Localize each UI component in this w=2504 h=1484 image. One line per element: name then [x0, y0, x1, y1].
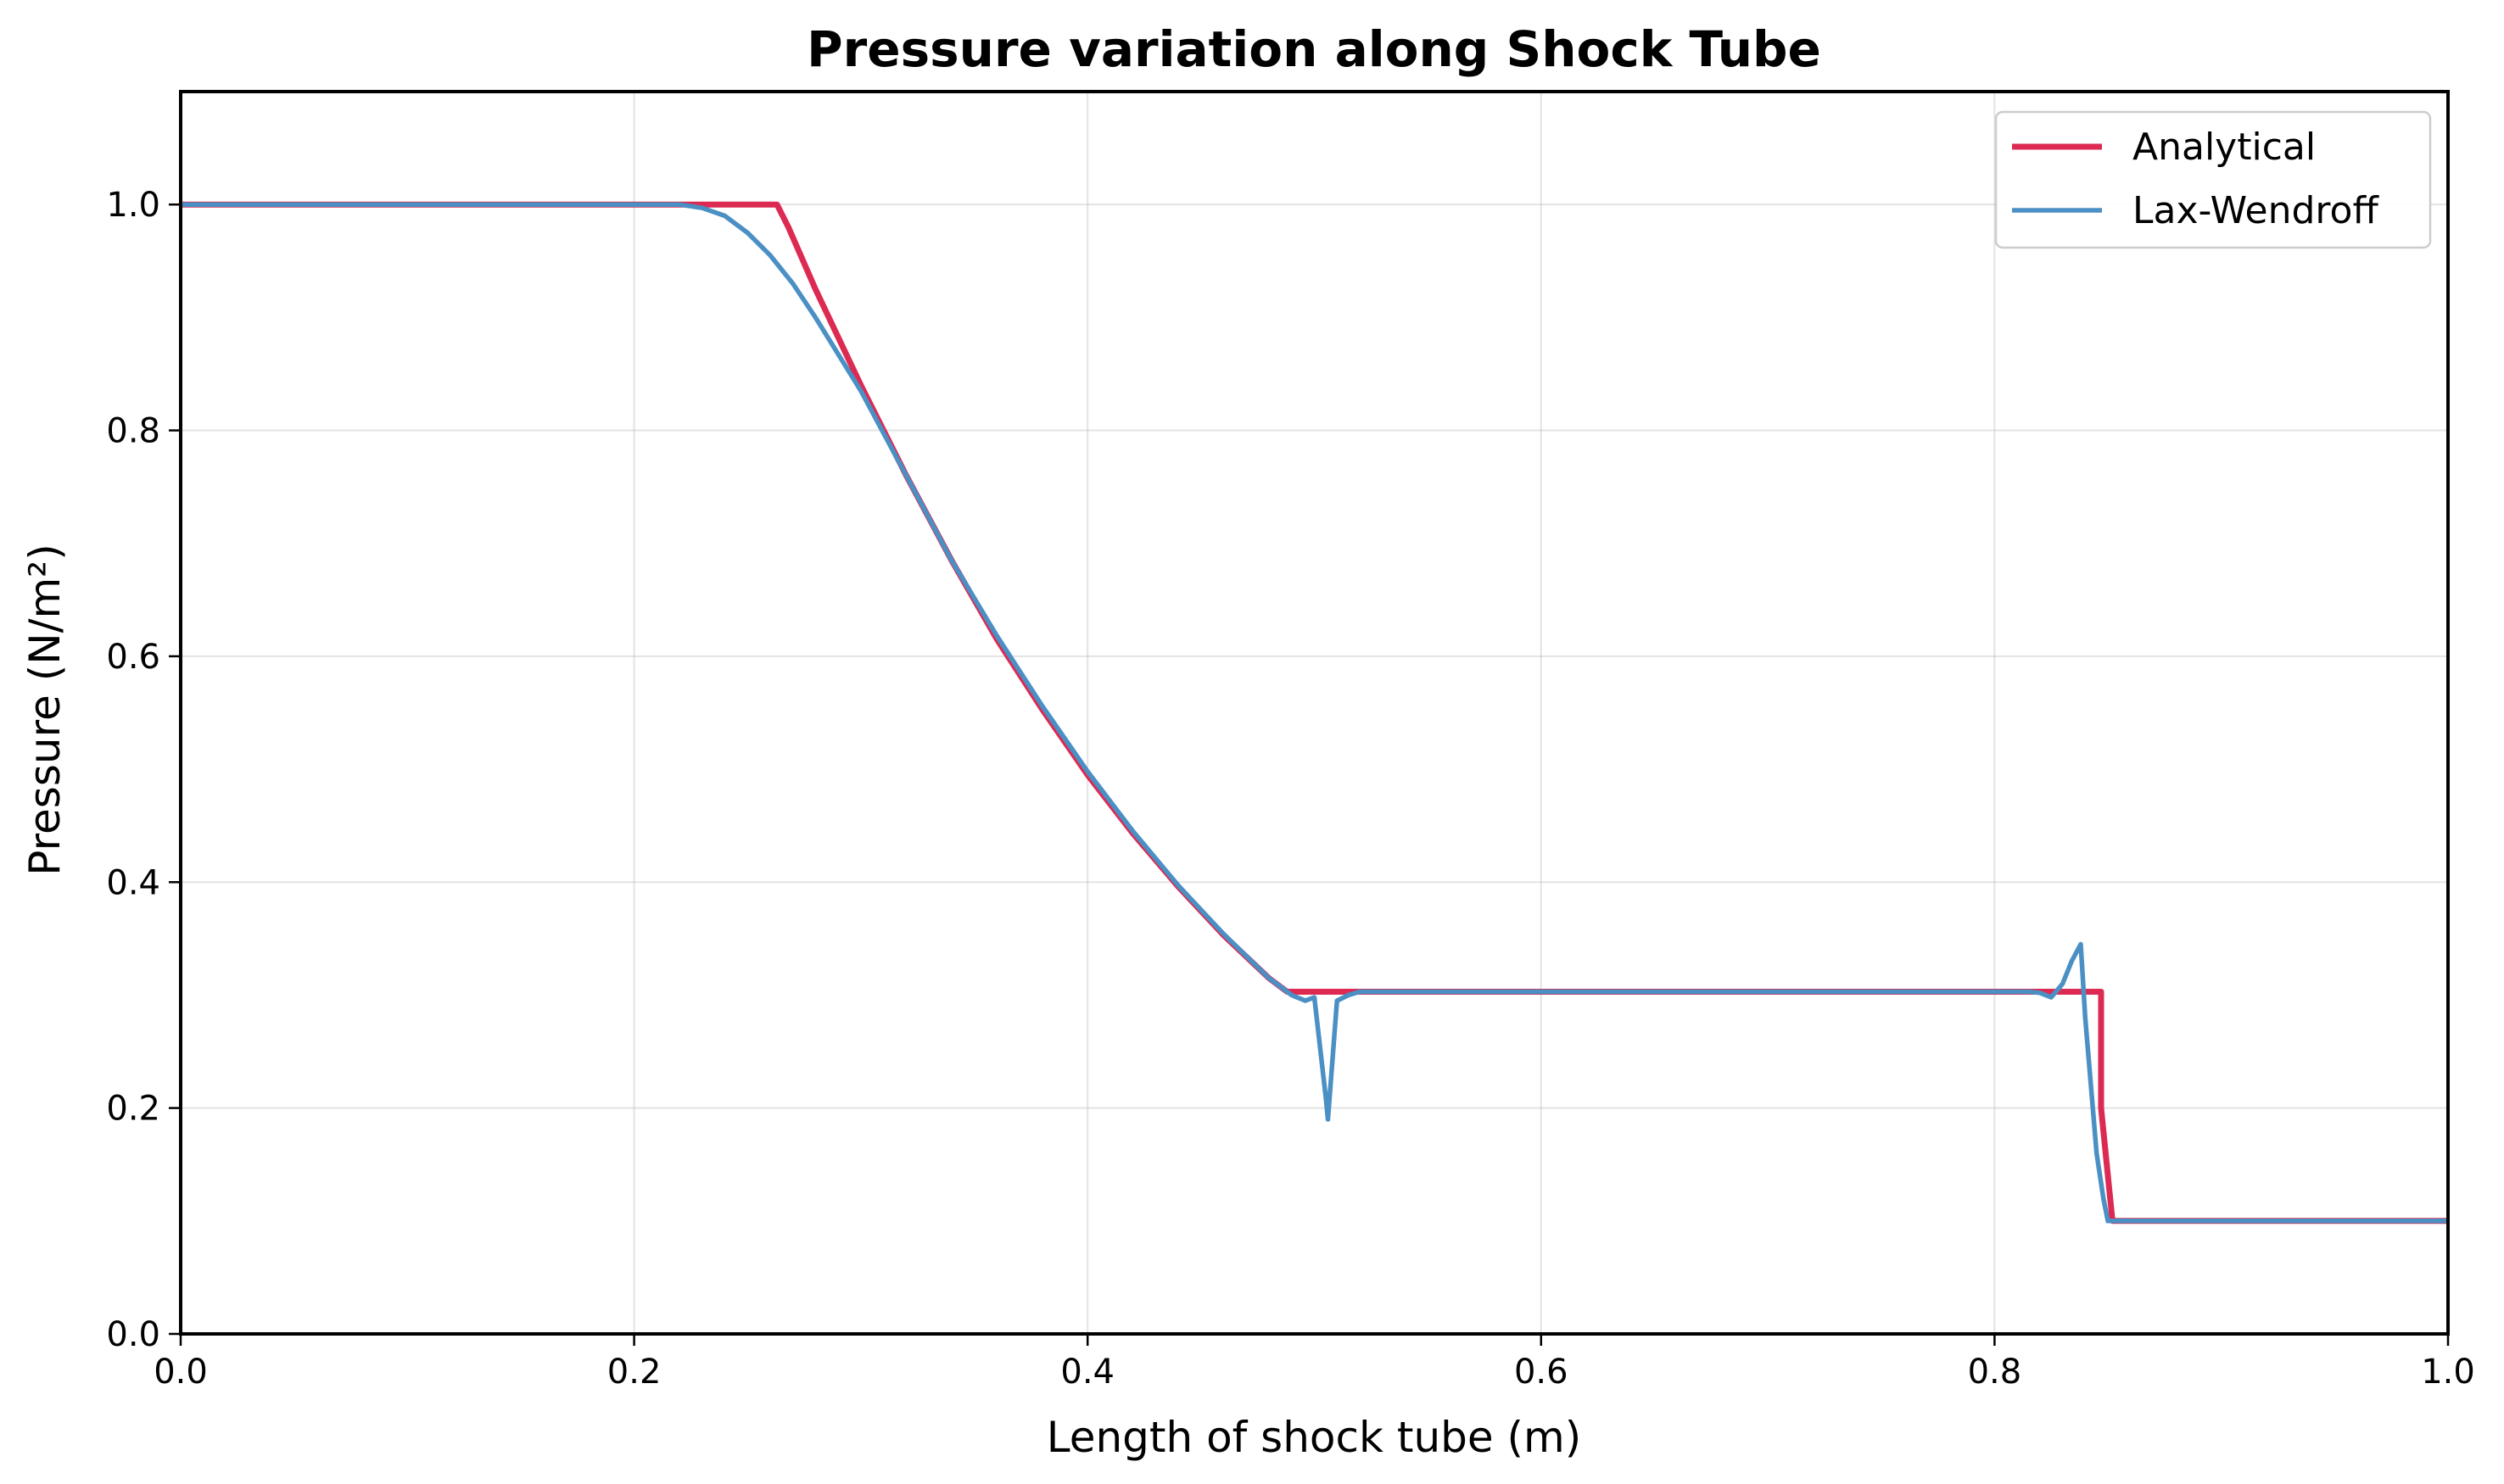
- x-tick-label: 0.6: [1514, 1353, 1568, 1392]
- y-tick-label: 0.6: [106, 638, 160, 677]
- legend-label-lax-wendroff: Lax-Wendroff: [2132, 189, 2379, 232]
- legend-label-analytical: Analytical: [2132, 126, 2316, 169]
- x-tick-label: 0.0: [154, 1353, 208, 1392]
- x-tick-label: 0.2: [607, 1353, 662, 1392]
- chart-title: Pressure variation along Shock Tube: [807, 20, 1821, 78]
- y-tick-label: 0.0: [106, 1315, 160, 1354]
- legend-box: [1994, 110, 2432, 249]
- y-tick-label: 0.8: [106, 412, 160, 451]
- y-tick-label: 1.0: [106, 186, 160, 225]
- series-lines: [181, 201, 2448, 1225]
- x-tick-label: 0.8: [1968, 1353, 2022, 1392]
- x-axis-label: Length of shock tube (m): [1047, 1413, 1582, 1462]
- y-axis-label: Pressure (N/m²): [20, 544, 70, 875]
- series-line-lax-wendroff: [181, 202, 2448, 1224]
- plot-frame: [179, 90, 2450, 1336]
- x-tick-label: 1.0: [2421, 1353, 2475, 1392]
- y-tick-label: 0.4: [106, 863, 160, 902]
- y-tick-label: 0.2: [106, 1090, 160, 1129]
- x-tick-label: 0.4: [1060, 1353, 1115, 1392]
- legend: Analytical Lax-Wendroff: [1994, 110, 2432, 249]
- axis-ticks: 0.0 0.2 0.4 0.6 0.8 1.0 0.0 0.2 0.4 0.6 0.8 1.0: [106, 186, 2474, 1392]
